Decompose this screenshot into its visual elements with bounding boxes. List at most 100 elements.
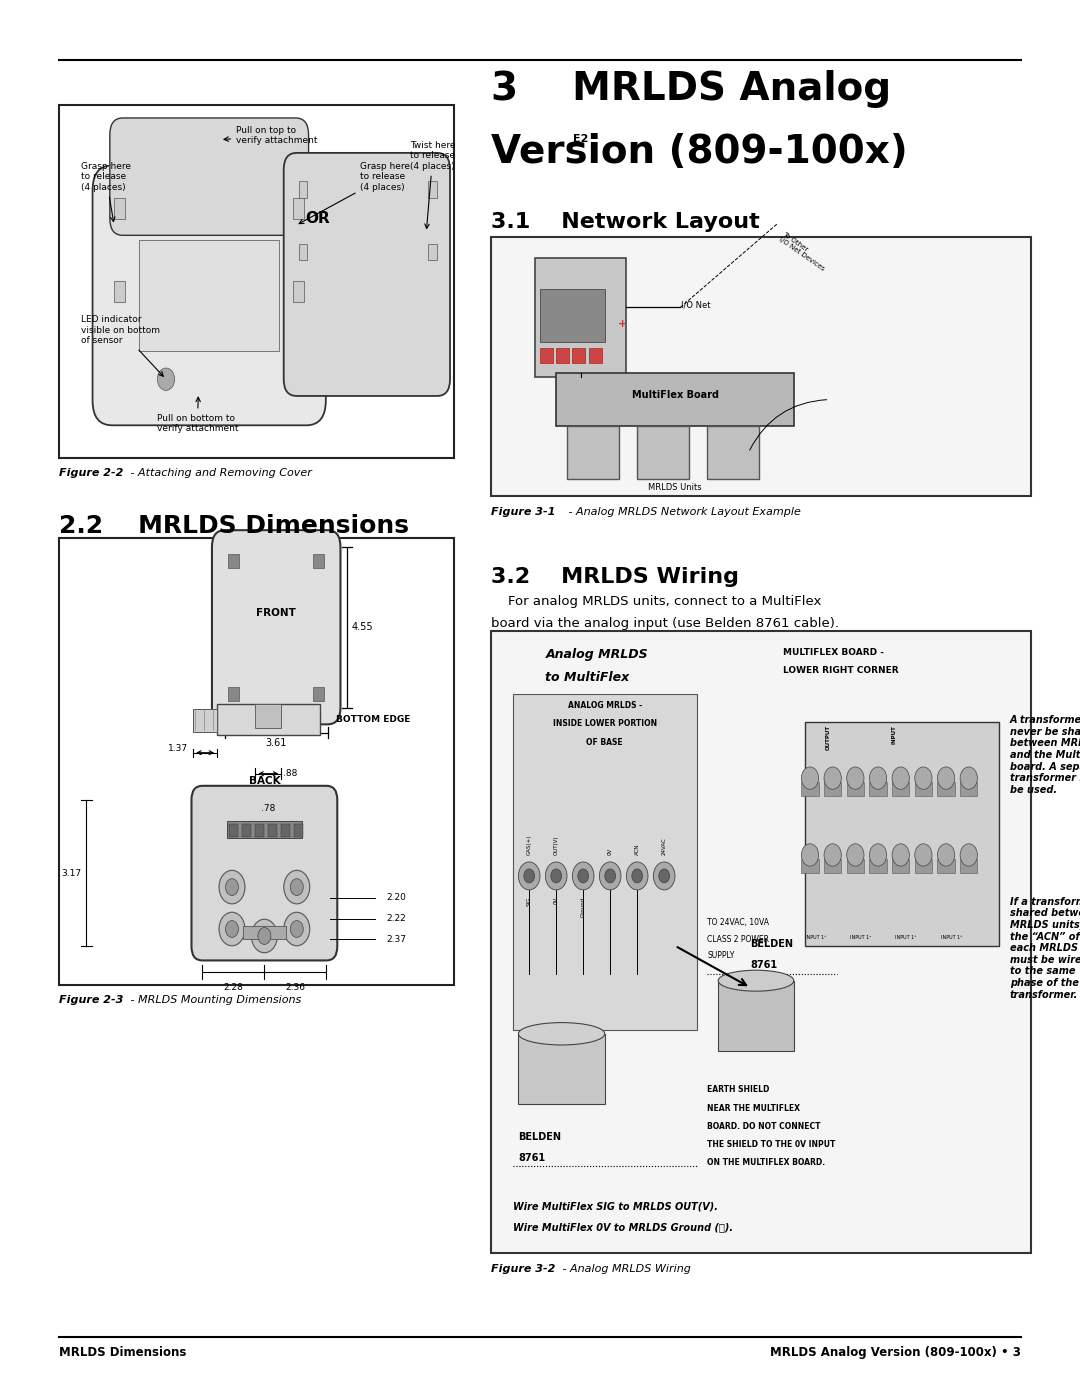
Circle shape <box>291 879 303 895</box>
Text: INPUT 1⁵: INPUT 1⁵ <box>895 935 917 940</box>
Bar <box>429 243 437 260</box>
Circle shape <box>219 870 245 904</box>
Text: FRONT: FRONT <box>256 608 296 619</box>
Text: Ground: Ground <box>581 897 585 916</box>
Bar <box>805 722 999 946</box>
Circle shape <box>524 869 535 883</box>
Text: Figure 3-1: Figure 3-1 <box>491 507 556 517</box>
Text: to MultiFlex: to MultiFlex <box>545 671 630 683</box>
Bar <box>228 687 239 701</box>
Text: 24VAC: 24VAC <box>662 837 666 855</box>
Text: 2.22: 2.22 <box>386 914 406 923</box>
Circle shape <box>578 869 589 883</box>
Circle shape <box>801 844 819 866</box>
Bar <box>540 348 553 363</box>
FancyBboxPatch shape <box>110 117 309 235</box>
Text: - Analog MRLDS Network Layout Example: - Analog MRLDS Network Layout Example <box>565 507 800 517</box>
FancyBboxPatch shape <box>960 859 977 873</box>
Circle shape <box>572 862 594 890</box>
Circle shape <box>869 767 887 789</box>
Text: - MRLDS Mounting Dimensions: - MRLDS Mounting Dimensions <box>127 995 301 1004</box>
Text: INPUT 1⁶: INPUT 1⁶ <box>941 935 962 940</box>
Text: OF BASE: OF BASE <box>586 738 623 746</box>
Bar <box>313 687 324 701</box>
Text: E2: E2 <box>572 134 589 144</box>
FancyBboxPatch shape <box>847 782 864 796</box>
Circle shape <box>892 767 909 789</box>
Bar <box>556 348 569 363</box>
Text: INSIDE LOWER PORTION: INSIDE LOWER PORTION <box>553 719 657 728</box>
Text: BACK: BACK <box>248 775 280 785</box>
Text: 3.17: 3.17 <box>60 869 81 877</box>
Text: ON THE MULTIFLEX BOARD.: ON THE MULTIFLEX BOARD. <box>707 1158 825 1166</box>
Text: 2.37: 2.37 <box>386 935 406 944</box>
Text: TO 24VAC, 10VA: TO 24VAC, 10VA <box>707 918 769 926</box>
Text: Grasp here
to release
(4 places): Grasp here to release (4 places) <box>299 162 410 224</box>
Text: THE SHIELD TO THE 0V INPUT: THE SHIELD TO THE 0V INPUT <box>707 1140 836 1148</box>
FancyBboxPatch shape <box>847 859 864 873</box>
Text: OUTPUT: OUTPUT <box>826 725 832 750</box>
Text: BELDEN: BELDEN <box>751 939 794 949</box>
Bar <box>294 197 305 218</box>
Bar <box>556 373 794 426</box>
Bar <box>114 197 125 218</box>
Text: Pull on top to
verify attachment: Pull on top to verify attachment <box>224 126 318 145</box>
Text: Wire MultiFlex 0V to MRLDS Ground (⏚).: Wire MultiFlex 0V to MRLDS Ground (⏚). <box>513 1222 733 1232</box>
Circle shape <box>252 919 278 953</box>
Text: MULTIFLEX BOARD -: MULTIFLEX BOARD - <box>783 648 885 657</box>
Bar <box>572 348 585 363</box>
FancyBboxPatch shape <box>284 152 450 395</box>
Bar <box>540 289 605 342</box>
Bar <box>718 981 794 1051</box>
Circle shape <box>937 844 955 866</box>
Text: 8761: 8761 <box>518 1153 545 1162</box>
Text: 2.20: 2.20 <box>386 893 406 902</box>
Bar <box>243 925 286 939</box>
Circle shape <box>960 767 977 789</box>
Bar <box>535 258 626 377</box>
Bar <box>518 1034 605 1104</box>
Bar <box>217 704 320 735</box>
Bar <box>193 710 217 732</box>
Circle shape <box>626 862 648 890</box>
Circle shape <box>158 367 175 390</box>
Circle shape <box>801 767 819 789</box>
Text: NEAR THE MULTIFLEX: NEAR THE MULTIFLEX <box>707 1104 800 1112</box>
Text: INPUT 1³: INPUT 1³ <box>805 935 826 940</box>
Bar <box>429 180 437 197</box>
Text: Figure 3-2: Figure 3-2 <box>491 1264 556 1274</box>
Circle shape <box>632 869 643 883</box>
Circle shape <box>653 862 675 890</box>
Circle shape <box>824 844 841 866</box>
Text: CLASS 2 POWER: CLASS 2 POWER <box>707 935 769 943</box>
Circle shape <box>915 767 932 789</box>
Ellipse shape <box>718 970 794 992</box>
Bar <box>313 555 324 569</box>
Bar <box>255 824 265 837</box>
FancyBboxPatch shape <box>869 859 887 873</box>
Text: 3    MRLDS Analog: 3 MRLDS Analog <box>491 70 891 108</box>
Text: Version (809-100x): Version (809-100x) <box>491 133 908 170</box>
Text: If a transformer is
shared between
MRLDS units,
the “ACN” of
each MRLDS
must be : If a transformer is shared between MRLDS… <box>1010 897 1080 1000</box>
Circle shape <box>915 844 932 866</box>
Circle shape <box>226 921 239 937</box>
Bar <box>268 824 278 837</box>
Bar <box>139 239 280 351</box>
Text: .88: .88 <box>283 770 298 778</box>
Bar <box>637 426 689 479</box>
Text: +: + <box>618 319 627 330</box>
Text: I/O Net: I/O Net <box>681 300 711 309</box>
Bar <box>114 281 125 302</box>
Bar <box>281 824 291 837</box>
Circle shape <box>226 879 239 895</box>
Circle shape <box>937 767 955 789</box>
Bar <box>513 694 697 1030</box>
Text: Twist here
to release
(4 places): Twist here to release (4 places) <box>410 141 456 229</box>
FancyBboxPatch shape <box>869 782 887 796</box>
FancyBboxPatch shape <box>915 859 932 873</box>
Bar <box>294 281 305 302</box>
Text: .78: .78 <box>261 805 275 813</box>
Circle shape <box>892 844 909 866</box>
Text: INPUT 1⁴: INPUT 1⁴ <box>850 935 872 940</box>
Text: For analog MRLDS units, connect to a MultiFlex: For analog MRLDS units, connect to a Mul… <box>491 595 822 608</box>
